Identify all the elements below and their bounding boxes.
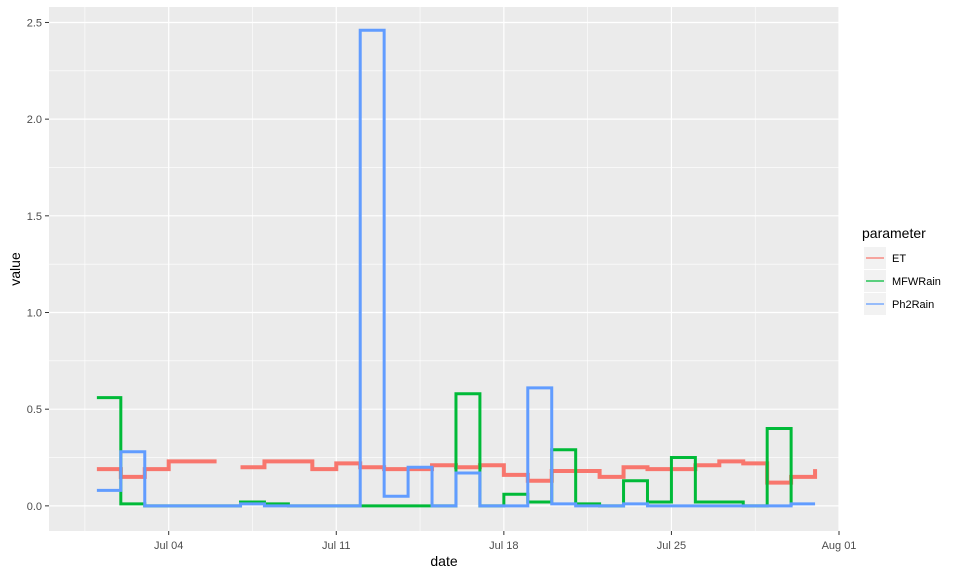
legend-items: ET MFWRain Ph2Rain [864,247,941,315]
y-tick-label: 1.5 [27,211,42,223]
legend: parameter ET MFWRain Ph2Rain [862,225,941,315]
x-axis: Jul 04 Jul 11 Jul 18 Jul 25 Aug 01 [154,531,856,552]
legend-title: parameter [862,225,926,241]
x-tick-label: Jul 04 [154,540,183,552]
y-tick-label: 2.0 [27,114,42,126]
x-tick-label: Aug 01 [822,540,857,552]
y-tick-label: 0.5 [27,404,42,416]
y-axis-title: value [7,252,23,286]
y-axis: 0.0 0.5 1.0 1.5 2.0 2.5 [27,17,49,513]
panel-background [49,7,839,531]
legend-label-ph2rain: Ph2Rain [892,299,934,311]
y-tick-label: 0.0 [27,501,42,513]
series-line-ph2rain-0 [96,28,816,508]
x-tick-label: Jul 11 [322,540,351,552]
y-tick-label: 1.0 [27,308,42,320]
y-tick-label: 2.5 [27,17,42,29]
minor-gridlines [49,7,839,531]
legend-label-mfwrain: MFWRain [892,276,941,288]
x-axis-title: date [430,553,457,569]
x-tick-label: Jul 18 [489,540,518,552]
series-layer [96,28,818,508]
legend-label-et: ET [892,253,906,265]
x-tick-label: Jul 25 [657,540,686,552]
